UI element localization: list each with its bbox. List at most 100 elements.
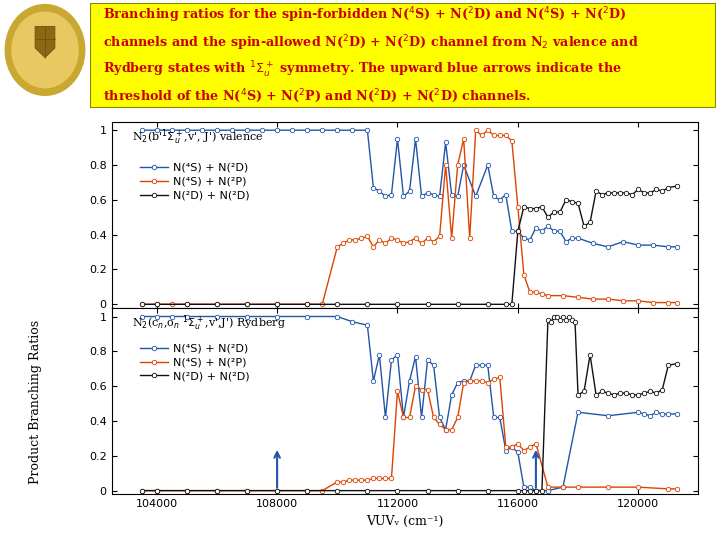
- Text: N$_2$(b'$^1\Sigma_u^+$,v', J') valence: N$_2$(b'$^1\Sigma_u^+$,v', J') valence: [132, 127, 264, 147]
- N(⁴S) + N(²D): [531, 488, 540, 494]
- X-axis label: VUVᵥ (cm⁻¹): VUVᵥ (cm⁻¹): [366, 515, 444, 528]
- N(²D) + N(²D): [652, 186, 660, 193]
- N(⁴S) + N(²P): [333, 478, 341, 485]
- N(⁴S) + N(²P): [399, 414, 408, 421]
- Circle shape: [12, 12, 78, 88]
- N(⁴S) + N(²P): [303, 488, 312, 494]
- N(⁴S) + N(²D): [526, 484, 534, 490]
- N(⁴S) + N(²P): [472, 377, 480, 384]
- N(²D) + N(²D): [423, 488, 432, 494]
- N(⁴S) + N(²D): [447, 392, 456, 398]
- N(²D) + N(²D): [604, 390, 613, 396]
- N(⁴S) + N(²P): [634, 484, 642, 490]
- N(²D) + N(²D): [153, 301, 161, 308]
- N(⁴S) + N(²D): [544, 488, 552, 494]
- N(⁴S) + N(²D): [399, 414, 408, 421]
- N(⁴S) + N(²P): [399, 240, 408, 247]
- N(²D) + N(²D): [562, 197, 570, 203]
- N(²D) + N(²D): [273, 488, 282, 494]
- N(⁴S) + N(²P): [369, 475, 378, 482]
- N(⁴S) + N(²P): [490, 376, 498, 382]
- N(²D) + N(²D): [622, 190, 631, 196]
- N(⁴S) + N(²D): [574, 409, 582, 415]
- N(⁴S) + N(²P): [375, 475, 384, 482]
- N(⁴S) + N(²P): [502, 132, 510, 139]
- N(⁴S) + N(²D): [459, 377, 468, 384]
- N(⁴S) + N(²D): [483, 362, 492, 368]
- N(²D) + N(²D): [549, 209, 558, 215]
- N(⁴S) + N(²D): [411, 353, 420, 360]
- N(⁴S) + N(²P): [138, 488, 146, 494]
- Line: N(⁴S) + N(²D): N(⁴S) + N(²D): [140, 314, 680, 493]
- N(⁴S) + N(²P): [465, 377, 474, 384]
- N(⁴S) + N(²D): [138, 313, 146, 320]
- N(⁴S) + N(²D): [168, 313, 176, 320]
- N(²D) + N(²D): [526, 205, 534, 212]
- N(²D) + N(²D): [640, 190, 649, 196]
- N(⁴S) + N(²P): [423, 387, 432, 393]
- N(⁴S) + N(²P): [502, 444, 510, 450]
- N(²D) + N(²D): [586, 219, 595, 226]
- N(²D) + N(²D): [454, 301, 462, 308]
- N(²D) + N(²D): [556, 209, 564, 215]
- N(⁴S) + N(²D): [508, 444, 516, 450]
- N(⁴S) + N(²P): [447, 427, 456, 433]
- N(⁴S) + N(²D): [634, 409, 642, 415]
- N(⁴S) + N(²D): [381, 414, 390, 421]
- N(⁴S) + N(²P): [357, 477, 366, 483]
- N(⁴S) + N(²D): [490, 193, 498, 200]
- N(⁴S) + N(²P): [417, 387, 426, 393]
- N(⁴S) + N(²P): [673, 299, 682, 306]
- N(²D) + N(²D): [592, 188, 600, 194]
- N(⁴S) + N(²D): [459, 162, 468, 168]
- N(⁴S) + N(²D): [387, 357, 396, 363]
- N(²D) + N(²D): [664, 362, 672, 368]
- N(²D) + N(²D): [483, 301, 492, 308]
- N(²D) + N(²D): [273, 301, 282, 308]
- N(²D) + N(²D): [520, 204, 528, 210]
- N(⁴S) + N(²P): [273, 488, 282, 494]
- FancyBboxPatch shape: [90, 3, 716, 108]
- N(⁴S) + N(²P): [153, 488, 161, 494]
- N(⁴S) + N(²D): [436, 414, 444, 421]
- N(⁴S) + N(²D): [212, 313, 221, 320]
- N(²D) + N(²D): [393, 488, 402, 494]
- N(⁴S) + N(²D): [490, 414, 498, 421]
- N(⁴S) + N(²P): [472, 127, 480, 133]
- N(⁴S) + N(²D): [472, 362, 480, 368]
- N(²D) + N(²D): [553, 313, 562, 320]
- N(⁴S) + N(²D): [502, 447, 510, 454]
- N(⁴S) + N(²D): [673, 411, 682, 417]
- N(⁴S) + N(²D): [513, 449, 522, 456]
- N(²D) + N(²D): [454, 488, 462, 494]
- N(²D) + N(²D): [562, 317, 570, 323]
- N(²D) + N(²D): [526, 488, 534, 494]
- N(²D) + N(²D): [574, 392, 582, 398]
- N(⁴S) + N(²P): [436, 421, 444, 428]
- N(⁴S) + N(²P): [454, 162, 462, 168]
- Line: N(⁴S) + N(²D): N(⁴S) + N(²D): [140, 128, 680, 249]
- N(²D) + N(²D): [616, 390, 624, 396]
- N(⁴S) + N(²P): [604, 484, 613, 490]
- N(⁴S) + N(²P): [495, 374, 504, 381]
- N(⁴S) + N(²D): [658, 411, 667, 417]
- N(²D) + N(²D): [616, 190, 624, 196]
- N(²D) + N(²D): [574, 200, 582, 207]
- N(²D) + N(²D): [138, 488, 146, 494]
- N(⁴S) + N(²P): [429, 414, 438, 421]
- N(²D) + N(²D): [628, 392, 636, 398]
- N(²D) + N(²D): [153, 488, 161, 494]
- N(²D) + N(²D): [598, 388, 606, 395]
- N(⁴S) + N(²P): [351, 477, 360, 483]
- N(⁴S) + N(²D): [465, 377, 474, 384]
- N(⁴S) + N(²P): [526, 444, 534, 450]
- N(⁴S) + N(²D): [303, 313, 312, 320]
- N(⁴S) + N(²P): [664, 485, 672, 492]
- N(⁴S) + N(²P): [574, 484, 582, 490]
- N(²D) + N(²D): [333, 488, 341, 494]
- N(⁴S) + N(²P): [477, 377, 486, 384]
- N(²D) + N(²D): [531, 205, 540, 212]
- N(²D) + N(²D): [586, 352, 595, 358]
- N(⁴S) + N(²D): [243, 313, 251, 320]
- N(⁴S) + N(²D): [348, 319, 356, 325]
